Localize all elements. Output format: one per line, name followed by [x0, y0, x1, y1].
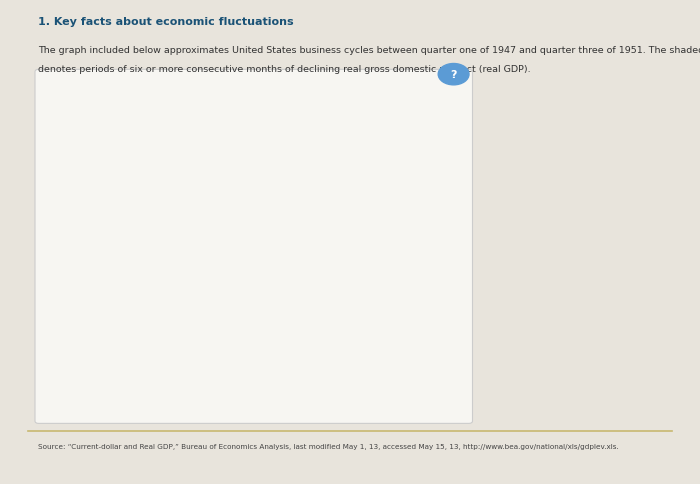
Text: 1. Key facts about economic fluctuations: 1. Key facts about economic fluctuations — [38, 17, 294, 27]
X-axis label: YEAR: YEAR — [246, 406, 279, 416]
Text: Source: “Current-dollar and Real GDP,” Bureau of Economics Analysis, last modifi: Source: “Current-dollar and Real GDP,” B… — [38, 443, 620, 449]
Y-axis label: REAL GDP (Billions of dollars): REAL GDP (Billions of dollars) — [36, 193, 45, 310]
Text: denotes periods of six or more consecutive months of declining real gross domest: denotes periods of six or more consecuti… — [38, 65, 531, 75]
Text: ?: ? — [450, 70, 457, 80]
Text: The graph included below approximates United States business cycles between quar: The graph included below approximates Un… — [38, 46, 700, 55]
Bar — [224, 119, 259, 385]
